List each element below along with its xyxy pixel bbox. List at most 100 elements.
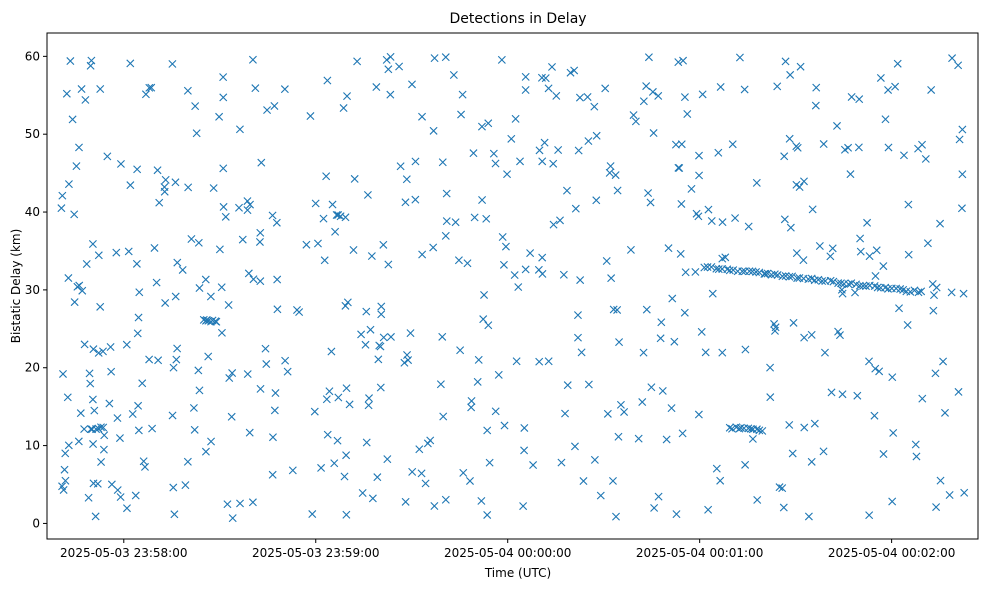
data-point — [70, 210, 79, 219]
data-point — [236, 499, 245, 508]
data-point — [406, 329, 415, 338]
data-point — [364, 401, 373, 410]
data-point — [629, 111, 638, 120]
data-point — [126, 181, 135, 190]
data-point — [207, 437, 216, 446]
data-point — [609, 305, 618, 314]
data-point — [758, 426, 767, 435]
data-point — [482, 214, 491, 223]
data-point — [778, 484, 787, 493]
data-point — [736, 423, 745, 432]
data-point — [61, 476, 70, 485]
data-point — [638, 398, 647, 407]
data-point — [856, 234, 865, 243]
x-tick-label: 2025-05-03 23:58:00 — [60, 546, 187, 560]
data-point — [201, 275, 210, 284]
data-point — [94, 424, 103, 433]
data-point — [105, 399, 114, 408]
data-point — [876, 73, 885, 82]
data-point — [343, 92, 352, 101]
data-point — [800, 423, 809, 432]
data-point — [441, 53, 450, 62]
data-point — [851, 288, 860, 297]
data-point — [893, 59, 902, 68]
data-point — [322, 395, 331, 404]
data-point — [90, 406, 99, 415]
data-point — [116, 159, 125, 168]
data-point — [379, 240, 388, 249]
data-point — [826, 252, 835, 261]
data-point — [187, 235, 196, 244]
x-tick-label: 2025-05-04 00:00:00 — [444, 546, 571, 560]
data-point — [557, 458, 566, 467]
data-point — [479, 315, 488, 324]
data-point — [592, 131, 601, 140]
data-point — [785, 272, 794, 281]
data-point — [879, 450, 888, 459]
data-point — [679, 56, 688, 65]
data-point — [844, 280, 853, 289]
data-point — [323, 76, 332, 85]
data-point — [914, 144, 923, 153]
data-point — [438, 158, 447, 167]
data-point — [707, 263, 716, 271]
data-point — [248, 498, 257, 507]
data-point — [683, 110, 692, 119]
data-point — [872, 246, 881, 255]
data-point — [563, 381, 572, 390]
data-point — [477, 496, 486, 505]
data-point — [377, 310, 386, 319]
data-point — [280, 85, 289, 94]
data-point — [353, 57, 362, 66]
data-point — [311, 199, 320, 208]
data-point — [61, 449, 70, 458]
data-point — [664, 244, 673, 253]
data-point — [373, 473, 382, 482]
data-point — [537, 73, 546, 82]
data-point — [63, 393, 72, 402]
data-point — [80, 340, 89, 349]
data-point — [865, 511, 874, 520]
data-point — [483, 426, 492, 435]
data-point — [544, 357, 553, 366]
data-point — [458, 90, 467, 99]
data-point — [97, 458, 106, 466]
data-point — [91, 512, 100, 521]
data-point — [930, 291, 938, 300]
data-point — [786, 70, 795, 79]
data-point — [947, 288, 956, 297]
data-point — [672, 510, 681, 519]
data-point — [243, 370, 252, 379]
data-point — [411, 157, 420, 166]
data-point — [171, 292, 180, 301]
data-point — [228, 369, 237, 378]
data-point — [219, 93, 228, 102]
data-point — [372, 83, 381, 92]
data-point — [384, 65, 393, 74]
data-point — [808, 205, 817, 214]
data-point — [219, 202, 228, 211]
data-point — [904, 200, 913, 209]
data-point — [377, 302, 386, 311]
data-point — [914, 288, 923, 297]
y-tick-label: 30 — [25, 283, 40, 297]
data-point — [273, 305, 282, 314]
data-point — [343, 298, 352, 307]
data-point — [573, 333, 582, 342]
data-point — [958, 170, 967, 179]
data-point — [341, 213, 350, 222]
data-point — [376, 383, 385, 392]
data-point — [662, 435, 671, 444]
data-point — [57, 204, 66, 213]
data-point — [227, 412, 236, 421]
data-point — [429, 243, 438, 252]
data-point — [103, 152, 112, 161]
data-point — [148, 424, 157, 433]
data-point — [171, 178, 180, 187]
data-point — [80, 425, 89, 434]
data-point — [246, 200, 255, 209]
data-point — [614, 432, 623, 441]
data-point — [785, 134, 794, 143]
data-point — [694, 410, 703, 419]
data-point — [507, 134, 516, 143]
